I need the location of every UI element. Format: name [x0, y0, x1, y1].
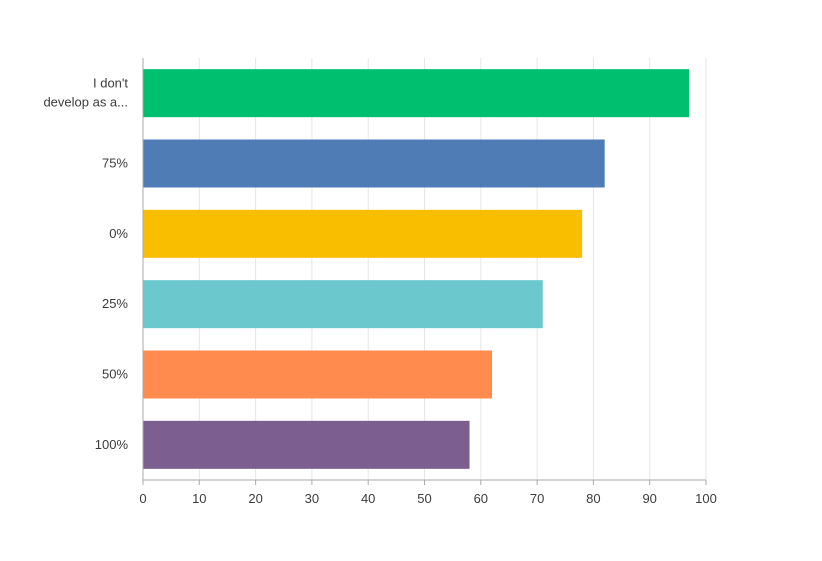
bar[interactable]	[143, 69, 690, 118]
grid-lines	[198, 58, 707, 480]
axes	[142, 58, 707, 485]
category-label: 75%	[102, 156, 128, 171]
x-tick-label: 100	[695, 491, 717, 506]
x-tick-label: 90	[642, 491, 656, 506]
bar-series	[143, 69, 690, 469]
bar[interactable]	[143, 139, 605, 188]
x-tick-label: 20	[248, 491, 262, 506]
category-label: I don't	[93, 76, 128, 91]
category-label: develop as a...	[43, 95, 128, 110]
x-axis-tick-labels: 0 10 20 30 40 50 60 70 80 90 100	[139, 491, 716, 506]
x-tick-label: 10	[192, 491, 206, 506]
x-tick-label: 50	[417, 491, 431, 506]
x-tick-label: 0	[139, 491, 146, 506]
bar[interactable]	[143, 350, 493, 399]
bar[interactable]	[143, 280, 543, 329]
category-label: 0%	[109, 226, 128, 241]
category-label: 100%	[95, 437, 129, 452]
category-label: 25%	[102, 296, 128, 311]
x-tick-label: 60	[474, 491, 488, 506]
x-tick-label: 80	[586, 491, 600, 506]
bar[interactable]	[143, 209, 583, 258]
bar[interactable]	[143, 420, 470, 469]
category-labels: I don't develop as a... 75% 0% 25% 50% 100%	[43, 76, 128, 452]
category-label: 50%	[102, 367, 128, 382]
x-tick-label: 40	[361, 491, 375, 506]
x-tick-label: 30	[305, 491, 319, 506]
x-tick-label: 70	[530, 491, 544, 506]
